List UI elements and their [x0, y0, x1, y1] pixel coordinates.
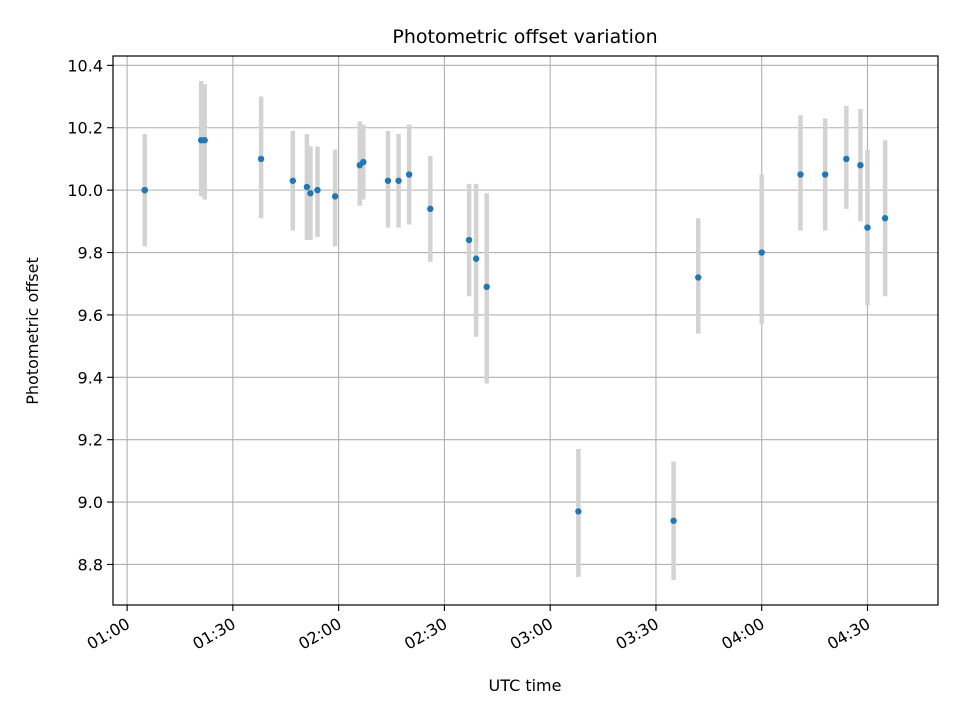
data-point — [384, 177, 392, 184]
y-tick-label: 10.2 — [67, 119, 103, 138]
data-point — [257, 155, 265, 163]
data-point — [575, 508, 582, 515]
data-point — [307, 190, 314, 197]
data-point — [314, 186, 321, 194]
chart-title: Photometric offset variation — [392, 26, 657, 48]
data-point — [141, 186, 148, 194]
data-point — [797, 171, 804, 178]
data-point — [303, 183, 311, 191]
data-point — [201, 137, 208, 144]
y-tick-label: 9.6 — [78, 306, 103, 325]
data-point — [864, 224, 871, 231]
y-tick-label: 8.8 — [78, 555, 103, 574]
y-tick-label: 10.4 — [67, 56, 103, 75]
grid — [113, 56, 938, 605]
x-tick-label: 03:30 — [613, 614, 662, 654]
x-tick-label: 04:30 — [824, 614, 873, 654]
y-axis-title: Photometric offset — [23, 257, 42, 405]
x-tick-label: 01:00 — [84, 614, 133, 654]
y-tick-label: 9.0 — [78, 493, 103, 512]
x-tick-label: 02:30 — [401, 614, 450, 654]
data-point — [821, 171, 829, 178]
y-tick-label: 10.0 — [67, 181, 103, 200]
data-point — [483, 283, 490, 291]
data-point — [670, 517, 677, 524]
plot-frame — [112, 55, 939, 606]
data-points — [141, 137, 889, 524]
data-point — [427, 205, 434, 213]
x-axis: 01:00 01:30 02:00 02:30 03:00 03:30 04:00 04:30 — [84, 605, 873, 654]
y-tick-label: 9.4 — [78, 368, 103, 387]
data-point — [405, 171, 413, 178]
data-point — [289, 177, 297, 184]
data-point — [360, 158, 367, 166]
y-axis: 8.8 9.0 9.2 9.4 9.6 9.8 10.0 10.2 10.4 — [67, 56, 113, 574]
data-point — [695, 274, 702, 281]
x-tick-label: 02:00 — [295, 614, 344, 654]
x-axis-title: UTC time — [489, 676, 562, 695]
data-point — [758, 249, 765, 256]
data-point — [857, 161, 864, 169]
data-point — [465, 236, 473, 244]
data-point — [395, 177, 402, 184]
data-point — [331, 193, 339, 200]
error-bars — [142, 80, 888, 581]
x-tick-label: 04:00 — [718, 614, 767, 654]
data-point — [843, 155, 850, 163]
x-tick-label: 03:00 — [507, 614, 556, 654]
y-tick-label: 9.2 — [78, 431, 103, 450]
y-tick-label: 9.8 — [78, 244, 103, 263]
data-point — [881, 215, 889, 222]
x-tick-label: 01:30 — [189, 614, 238, 654]
data-point — [472, 255, 480, 262]
